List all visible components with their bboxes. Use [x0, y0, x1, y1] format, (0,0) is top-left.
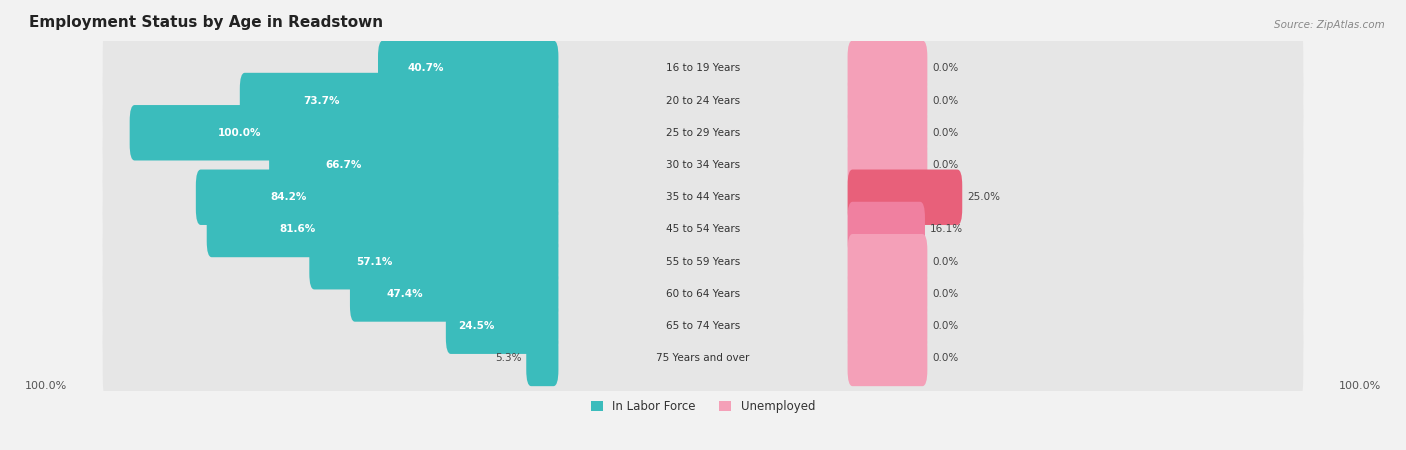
FancyBboxPatch shape [848, 73, 928, 128]
Text: 65 to 74 Years: 65 to 74 Years [666, 321, 740, 331]
FancyBboxPatch shape [526, 331, 558, 386]
Text: 45 to 54 Years: 45 to 54 Years [666, 225, 740, 234]
Text: 16 to 19 Years: 16 to 19 Years [666, 63, 740, 73]
Text: 16.1%: 16.1% [929, 225, 963, 234]
FancyBboxPatch shape [103, 141, 1303, 253]
FancyBboxPatch shape [848, 137, 928, 193]
FancyBboxPatch shape [103, 206, 1303, 318]
FancyBboxPatch shape [103, 238, 1303, 350]
Text: 84.2%: 84.2% [271, 192, 307, 202]
Text: 60 to 64 Years: 60 to 64 Years [666, 289, 740, 299]
FancyBboxPatch shape [129, 105, 558, 161]
Text: 55 to 59 Years: 55 to 59 Years [666, 257, 740, 267]
Text: 73.7%: 73.7% [304, 95, 340, 106]
FancyBboxPatch shape [350, 266, 558, 322]
FancyBboxPatch shape [103, 270, 1303, 382]
Text: Employment Status by Age in Readstown: Employment Status by Age in Readstown [28, 15, 382, 30]
Text: 40.7%: 40.7% [408, 63, 444, 73]
Text: 0.0%: 0.0% [932, 63, 959, 73]
Text: 0.0%: 0.0% [932, 128, 959, 138]
FancyBboxPatch shape [446, 298, 558, 354]
FancyBboxPatch shape [848, 331, 928, 386]
FancyBboxPatch shape [848, 40, 928, 96]
FancyBboxPatch shape [848, 202, 925, 257]
Text: 0.0%: 0.0% [932, 160, 959, 170]
Text: 57.1%: 57.1% [356, 257, 392, 267]
Text: 0.0%: 0.0% [932, 321, 959, 331]
Text: 35 to 44 Years: 35 to 44 Years [666, 192, 740, 202]
FancyBboxPatch shape [309, 234, 558, 289]
FancyBboxPatch shape [848, 266, 928, 322]
FancyBboxPatch shape [195, 170, 558, 225]
FancyBboxPatch shape [378, 40, 558, 96]
Text: 30 to 34 Years: 30 to 34 Years [666, 160, 740, 170]
Text: 100.0%: 100.0% [25, 381, 67, 391]
Text: Source: ZipAtlas.com: Source: ZipAtlas.com [1274, 20, 1385, 30]
FancyBboxPatch shape [207, 202, 558, 257]
FancyBboxPatch shape [103, 12, 1303, 124]
Text: 0.0%: 0.0% [932, 257, 959, 267]
Text: 0.0%: 0.0% [932, 289, 959, 299]
Text: 20 to 24 Years: 20 to 24 Years [666, 95, 740, 106]
Legend: In Labor Force, Unemployed: In Labor Force, Unemployed [591, 400, 815, 413]
Text: 5.3%: 5.3% [495, 353, 522, 364]
Text: 100.0%: 100.0% [218, 128, 262, 138]
FancyBboxPatch shape [103, 173, 1303, 286]
FancyBboxPatch shape [103, 45, 1303, 157]
Text: 100.0%: 100.0% [1339, 381, 1381, 391]
Text: 25 to 29 Years: 25 to 29 Years [666, 128, 740, 138]
Text: 0.0%: 0.0% [932, 95, 959, 106]
FancyBboxPatch shape [103, 76, 1303, 189]
Text: 0.0%: 0.0% [932, 353, 959, 364]
FancyBboxPatch shape [103, 302, 1303, 414]
Text: 47.4%: 47.4% [387, 289, 423, 299]
Text: 81.6%: 81.6% [278, 225, 315, 234]
Text: 66.7%: 66.7% [326, 160, 363, 170]
FancyBboxPatch shape [848, 298, 928, 354]
Text: 25.0%: 25.0% [967, 192, 1000, 202]
FancyBboxPatch shape [103, 109, 1303, 221]
FancyBboxPatch shape [848, 105, 928, 161]
FancyBboxPatch shape [848, 234, 928, 289]
Text: 75 Years and over: 75 Years and over [657, 353, 749, 364]
FancyBboxPatch shape [269, 137, 558, 193]
FancyBboxPatch shape [848, 170, 962, 225]
FancyBboxPatch shape [240, 73, 558, 128]
Text: 24.5%: 24.5% [458, 321, 495, 331]
